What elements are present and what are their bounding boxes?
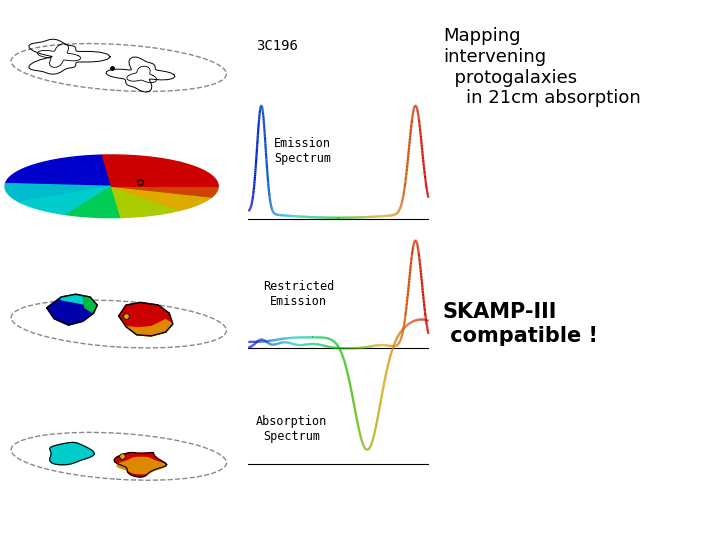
Polygon shape [112,186,180,218]
Polygon shape [112,186,218,197]
Polygon shape [102,155,180,186]
Polygon shape [50,442,94,465]
Polygon shape [47,294,97,325]
Polygon shape [19,186,112,215]
Polygon shape [119,302,173,336]
Polygon shape [5,184,112,202]
Polygon shape [6,155,112,186]
Polygon shape [126,320,173,336]
Polygon shape [112,186,212,210]
Text: Absorption
Spectrum: Absorption Spectrum [256,415,327,443]
Polygon shape [66,186,121,218]
Text: Emission
Spectrum: Emission Spectrum [274,137,331,165]
Polygon shape [83,297,97,312]
Text: Restricted
Emission: Restricted Emission [264,280,334,308]
Text: 3C196: 3C196 [256,39,298,53]
Polygon shape [61,294,90,305]
Polygon shape [114,453,167,477]
Polygon shape [117,457,166,474]
Text: Mapping
intervening
  protogalaxies
    in 21cm absorption: Mapping intervening protogalaxies in 21c… [443,27,641,107]
Polygon shape [112,163,218,186]
Text: SKAMP-III
 compatible !: SKAMP-III compatible ! [443,302,598,346]
